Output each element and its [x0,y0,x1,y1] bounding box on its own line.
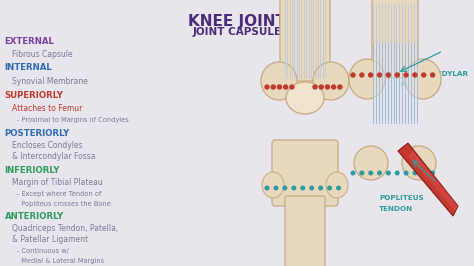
Text: POPLITEUS: POPLITEUS [379,195,424,201]
Text: - Proximal to Margins of Condyles: - Proximal to Margins of Condyles [17,117,128,123]
Circle shape [265,85,269,89]
Circle shape [277,85,282,89]
FancyBboxPatch shape [285,196,325,266]
Text: POSTERIORLY: POSTERIORLY [5,129,70,138]
Circle shape [313,85,317,89]
Circle shape [326,85,329,89]
Circle shape [274,186,278,190]
Text: - Continuous w/: - Continuous w/ [17,248,68,254]
Ellipse shape [402,146,436,180]
Text: Attaches to Femur: Attaches to Femur [12,104,82,113]
Text: & Intercondylar Fossa: & Intercondylar Fossa [12,152,95,161]
Circle shape [292,186,296,190]
FancyBboxPatch shape [280,0,330,81]
Ellipse shape [261,62,297,100]
Circle shape [378,171,381,175]
Circle shape [404,171,408,175]
Text: Quadriceps Tendon, Patella,: Quadriceps Tendon, Patella, [12,224,118,233]
Circle shape [386,73,391,77]
Text: TENDON: TENDON [379,206,413,212]
Text: EXTERNAL: EXTERNAL [5,37,55,46]
Circle shape [271,85,275,89]
Circle shape [290,85,294,89]
Circle shape [369,73,373,77]
Ellipse shape [262,172,284,198]
Text: KNEE JOINT: KNEE JOINT [188,14,286,29]
FancyBboxPatch shape [272,140,338,206]
Circle shape [395,171,399,175]
Circle shape [310,186,313,190]
Ellipse shape [313,62,349,100]
Text: Popliteus crosses the Bone: Popliteus crosses the Bone [17,201,110,207]
FancyBboxPatch shape [372,0,418,78]
Text: SUPERIORLY: SUPERIORLY [5,91,64,100]
Circle shape [404,73,408,77]
Text: & Patellar Ligament: & Patellar Ligament [12,235,88,244]
Text: Encloses Condyles: Encloses Condyles [12,141,82,150]
Text: FOSSA: FOSSA [401,82,427,88]
Circle shape [431,171,434,175]
Text: - Except where Tendon of: - Except where Tendon of [17,191,101,197]
Text: INTERNAL: INTERNAL [5,63,53,72]
Circle shape [265,186,269,190]
Circle shape [332,85,336,89]
Text: Fibrous Capsule: Fibrous Capsule [12,50,73,59]
Circle shape [422,171,426,175]
Circle shape [413,171,417,175]
Text: Margin of Tibial Plateau: Margin of Tibial Plateau [12,178,102,187]
Circle shape [283,186,287,190]
Ellipse shape [349,59,385,99]
Text: Synovial Membrane: Synovial Membrane [12,77,88,86]
Ellipse shape [354,146,388,180]
Text: INFERIORLY: INFERIORLY [5,166,60,175]
Ellipse shape [286,82,324,114]
Circle shape [338,85,342,89]
Circle shape [328,186,331,190]
Text: ANTERIORLY: ANTERIORLY [5,212,64,221]
Circle shape [360,171,364,175]
Circle shape [430,73,435,77]
Circle shape [387,171,390,175]
Polygon shape [408,151,458,211]
FancyBboxPatch shape [373,43,417,123]
Circle shape [319,186,322,190]
Circle shape [422,73,426,77]
Circle shape [351,73,355,77]
Text: Medial & Lateral Margins: Medial & Lateral Margins [17,258,104,264]
Circle shape [301,186,305,190]
Circle shape [395,73,399,77]
Circle shape [369,171,373,175]
Text: INTERCONDYLAR: INTERCONDYLAR [401,72,468,77]
Text: JOINT CAPSULE: JOINT CAPSULE [192,27,282,37]
Circle shape [377,73,382,77]
Polygon shape [398,143,458,216]
Circle shape [319,85,323,89]
Ellipse shape [405,59,441,99]
Circle shape [413,73,417,77]
Circle shape [360,73,364,77]
Circle shape [337,186,340,190]
Circle shape [283,85,288,89]
Ellipse shape [326,172,348,198]
Circle shape [351,171,355,175]
